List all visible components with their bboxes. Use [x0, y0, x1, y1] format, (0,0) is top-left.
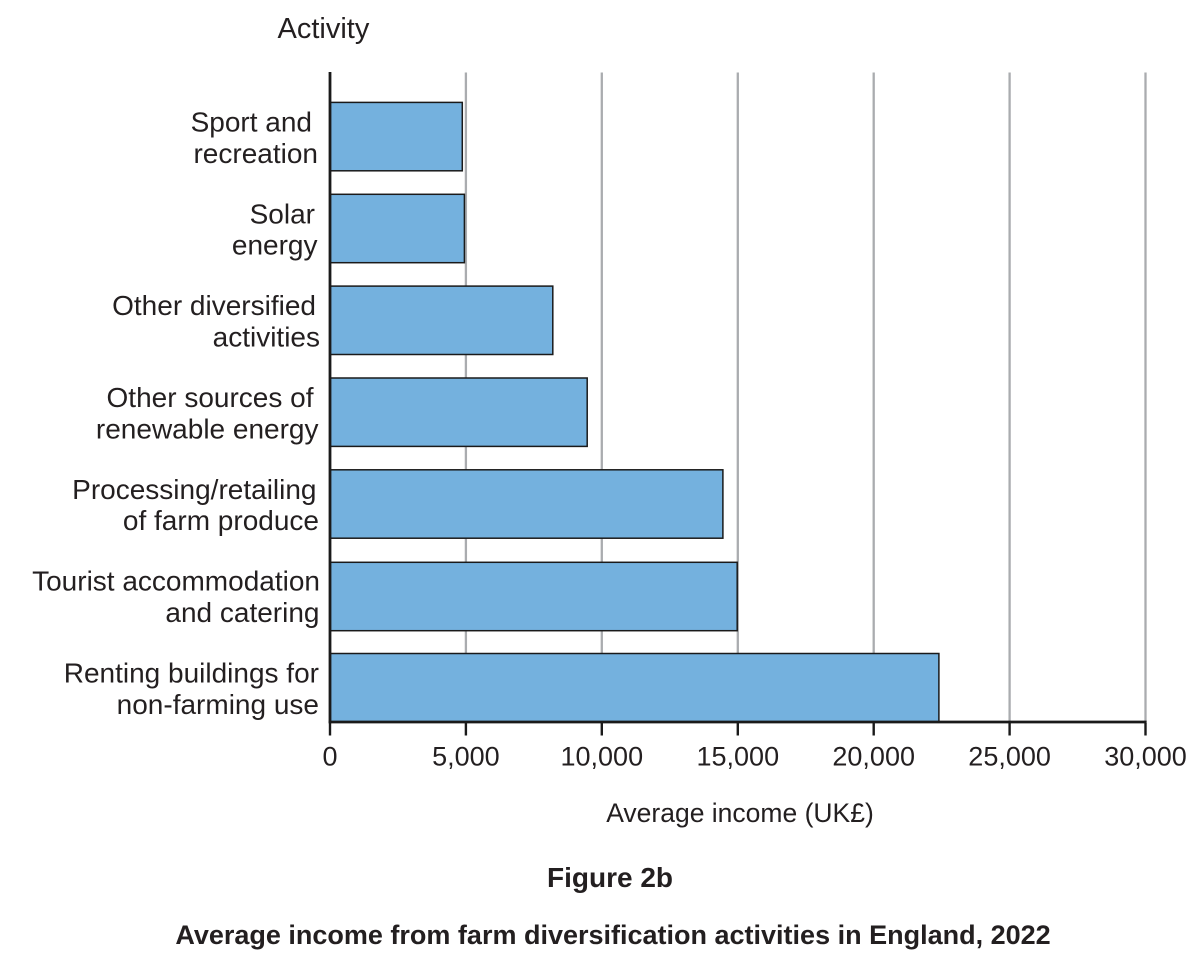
- svg-text:Other diversified: Other diversified: [112, 290, 316, 321]
- svg-text:energy: energy: [232, 230, 318, 261]
- svg-text:5,000: 5,000: [432, 742, 500, 772]
- svg-text:Average income (UK£): Average income (UK£): [606, 798, 874, 828]
- svg-text:15,000: 15,000: [697, 742, 780, 772]
- svg-text:activities: activities: [213, 322, 320, 353]
- svg-text:0: 0: [322, 742, 337, 772]
- svg-text:20,000: 20,000: [832, 742, 915, 772]
- svg-text:recreation: recreation: [193, 138, 318, 169]
- svg-text:Solar: Solar: [250, 198, 315, 229]
- svg-text:10,000: 10,000: [561, 742, 644, 772]
- svg-text:non-farming use: non-farming use: [117, 689, 319, 720]
- svg-text:of farm produce: of farm produce: [123, 505, 319, 536]
- svg-text:Sport and: Sport and: [191, 106, 312, 137]
- svg-text:and catering: and catering: [165, 597, 319, 628]
- svg-text:Processing/retailing: Processing/retailing: [72, 474, 316, 505]
- svg-text:25,000: 25,000: [968, 742, 1051, 772]
- svg-text:30,000: 30,000: [1104, 742, 1187, 772]
- svg-text:Other sources of: Other sources of: [107, 382, 314, 413]
- svg-text:Tourist accommodation: Tourist accommodation: [32, 566, 320, 597]
- svg-text:Figure 2b: Figure 2b: [547, 862, 673, 893]
- svg-text:renewable energy: renewable energy: [96, 413, 319, 444]
- svg-text:Renting buildings for: Renting buildings for: [64, 658, 319, 689]
- svg-text:Activity: Activity: [278, 13, 370, 45]
- svg-text:Average income from farm diver: Average income from farm diversification…: [175, 920, 1050, 950]
